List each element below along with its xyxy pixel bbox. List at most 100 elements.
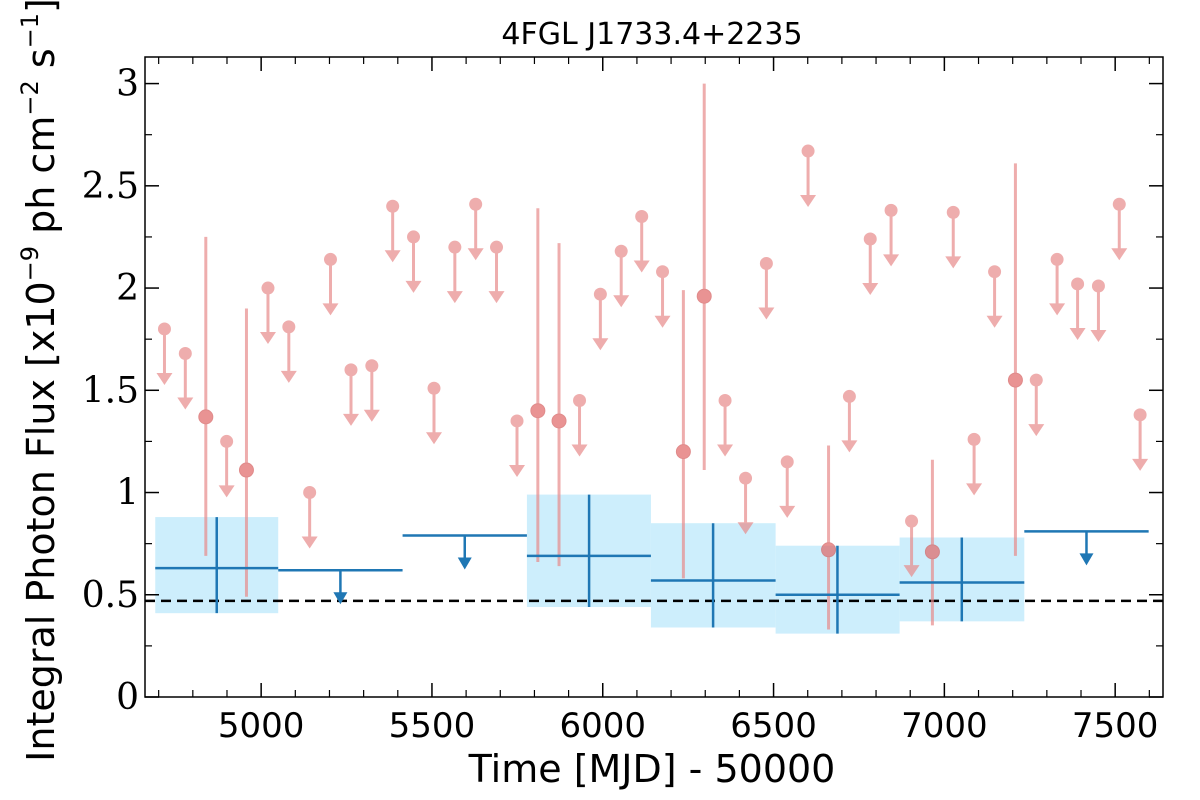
- upper-limit-marker: [282, 320, 296, 334]
- y-tick-label: 1.5: [82, 370, 139, 411]
- upper-limit-marker: [303, 486, 317, 500]
- short-bin-detection: [1007, 163, 1023, 556]
- short-bin-detection: [530, 208, 546, 563]
- long-ul-arrowhead: [333, 592, 348, 605]
- upper-limit-marker: [739, 471, 753, 485]
- long-bin-upper-limits: [278, 530, 1149, 605]
- short-bin-detection: [924, 459, 940, 626]
- upper-limit-marker: [967, 432, 981, 446]
- upper-limit-marker: [365, 359, 379, 373]
- short-bin-upper-limit: [322, 252, 339, 316]
- upper-limit-marker: [427, 381, 441, 395]
- upper-limit-marker: [448, 240, 462, 254]
- upper-limit-arrowhead: [301, 536, 318, 549]
- upper-limit-marker: [842, 389, 856, 403]
- short-bin-upper-limit: [384, 199, 401, 263]
- upper-limit-arrowhead: [633, 260, 650, 273]
- upper-limit-arrowhead: [903, 565, 920, 578]
- short-bin-detection: [551, 243, 567, 567]
- upper-limit-marker: [946, 205, 960, 219]
- short-bin-upper-limit: [1111, 197, 1128, 261]
- x-tick-label: 7500: [1072, 706, 1159, 746]
- short-bin-upper-limit: [903, 514, 920, 578]
- long-bin-detection: [650, 523, 776, 628]
- y-tick-label: 2: [116, 268, 139, 309]
- upper-limit-marker: [801, 144, 815, 158]
- upper-limit-marker: [1050, 252, 1064, 266]
- short-bin-upper-limit: [654, 265, 671, 328]
- upper-limit-marker: [863, 232, 877, 246]
- detection-marker: [924, 544, 940, 560]
- x-tick-label: 6000: [559, 706, 646, 746]
- upper-limit-marker: [261, 281, 275, 295]
- short-bin-upper-limit: [259, 281, 276, 345]
- long-bin-upper-limit: [402, 534, 527, 570]
- upper-limit-arrowhead: [218, 485, 235, 498]
- long-bin-upper-limit: [1024, 530, 1149, 566]
- x-tick-label: 5000: [218, 706, 305, 746]
- y-axis-label: Integral Photon Flux [x10−9 ph cm−2 s−1]: [16, 0, 63, 762]
- upper-limit-marker: [1029, 373, 1043, 387]
- short-bin-upper-limit: [945, 205, 962, 269]
- upper-limit-arrowhead: [717, 444, 734, 457]
- upper-limit-arrowhead: [156, 372, 173, 385]
- upper-limit-marker: [614, 244, 628, 258]
- short-bin-detection: [696, 83, 712, 471]
- detection-marker: [821, 542, 837, 558]
- short-bin-upper-limit: [301, 486, 318, 549]
- upper-limit-marker: [407, 230, 421, 244]
- y-tick-label: 1: [116, 473, 139, 514]
- upper-limit-arrowhead: [966, 483, 983, 496]
- upper-limit-marker: [780, 455, 794, 469]
- upper-limit-arrowhead: [571, 444, 588, 457]
- short-bin-upper-limit: [841, 389, 858, 453]
- long-bin-detection: [526, 494, 651, 608]
- upper-limit-arrowhead: [1111, 248, 1128, 261]
- upper-limit-marker: [490, 240, 504, 254]
- upper-limit-arrowhead: [1090, 330, 1107, 343]
- plot-frame: [144, 56, 1164, 698]
- short-bin-upper-limit: [758, 257, 775, 320]
- upper-limit-marker: [178, 346, 192, 360]
- short-bin-upper-limit: [156, 322, 173, 385]
- long-ul-arrowhead: [457, 557, 472, 570]
- upper-limit-marker: [988, 265, 1002, 279]
- upper-limit-marker: [469, 197, 483, 211]
- upper-limit-arrowhead: [259, 332, 276, 345]
- short-bin-upper-limit: [966, 432, 983, 496]
- upper-limit-arrowhead: [654, 315, 671, 328]
- upper-limit-marker: [157, 322, 171, 336]
- upper-limit-arrowhead: [384, 250, 401, 263]
- short-bin-upper-limit: [883, 203, 900, 267]
- upper-limit-marker: [573, 394, 587, 408]
- upper-limit-marker: [905, 514, 919, 528]
- short-bin-upper-limit: [467, 197, 484, 261]
- short-bin-upper-limit: [509, 414, 526, 477]
- upper-limit-marker: [593, 287, 607, 301]
- upper-limit-arrowhead: [280, 370, 297, 383]
- short-bin-upper-limit: [280, 320, 297, 383]
- detection-marker: [238, 462, 254, 478]
- axis-ticks: 5000 5500 6000 6500 7000 7500 0 0.5 1 1.5 2 2.5 3: [82, 57, 1163, 746]
- upper-limit-arrowhead: [342, 413, 359, 426]
- upper-limit-arrowhead: [467, 248, 484, 261]
- upper-limit-arrowhead: [1132, 458, 1149, 471]
- detection-marker: [675, 444, 691, 460]
- upper-limit-arrowhead: [737, 522, 754, 535]
- upper-limit-arrowhead: [488, 291, 505, 304]
- short-bin-upper-limit: [613, 244, 630, 308]
- detection-marker: [1007, 372, 1023, 388]
- upper-limit-marker: [1133, 408, 1147, 422]
- short-bin-upper-limit: [717, 394, 734, 457]
- y-tick-label: 0: [116, 677, 139, 718]
- long-bin-detection: [899, 537, 1025, 622]
- short-bin-upper-limit: [426, 381, 443, 445]
- upper-limit-arrowhead: [841, 440, 858, 453]
- long-bin-detection: [155, 517, 279, 614]
- upper-limit-marker: [386, 199, 400, 213]
- upper-limit-arrowhead: [945, 256, 962, 269]
- upper-limit-arrowhead: [862, 282, 879, 295]
- long-bin-detections: [155, 494, 1025, 634]
- upper-limit-arrowhead: [1028, 424, 1045, 437]
